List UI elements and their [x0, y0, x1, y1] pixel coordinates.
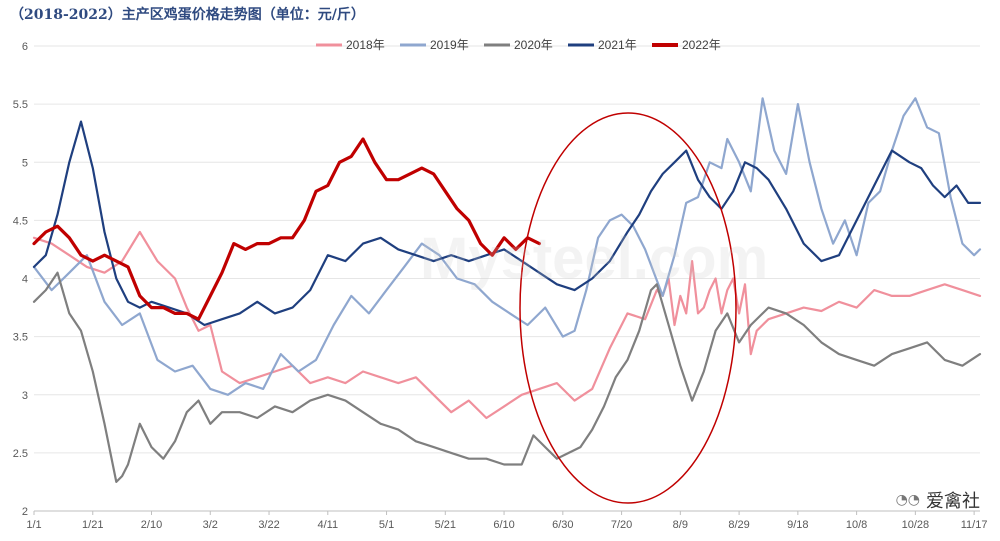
- axes: [33, 510, 980, 515]
- legend-label: 2020年: [514, 38, 553, 52]
- brand-name: 爱禽社: [926, 491, 980, 512]
- series-line-5: [32, 137, 541, 321]
- x-tick-label: 1/21: [82, 519, 103, 531]
- legend-label: 2018年: [346, 38, 385, 52]
- y-gridlines: [34, 45, 980, 454]
- brand-logo: ◔◔ 爱禽社: [896, 487, 980, 513]
- x-tick-labels: 1/1 1/21 2/10 3/2 3/22 4/11 5/1 5/21 6/10 6/30 7/2…: [26, 519, 987, 531]
- x-tick-label: 6/30: [552, 519, 573, 531]
- legend-label: 2022年: [682, 38, 721, 52]
- x-tick-label: 5/21: [435, 519, 456, 531]
- series-line-4: [32, 120, 982, 327]
- x-tick-label: 8/9: [673, 519, 688, 531]
- y-tick-label: 3: [22, 390, 28, 402]
- y-tick-label: 3.5: [13, 332, 28, 344]
- series-line-2: [32, 97, 982, 396]
- legend: 2018年 2019年 2020年 2021年 2022年: [316, 38, 721, 52]
- x-tick-label: 3/22: [258, 519, 279, 531]
- series-lines: [32, 97, 982, 483]
- x-tick-label: 10/28: [902, 519, 930, 531]
- x-tick-label: 4/11: [317, 519, 338, 531]
- legend-label: 2019年: [430, 38, 469, 52]
- y-tick-label: 4.5: [13, 215, 28, 227]
- chart-title: （2018-2022）主产区鸡蛋价格走势图（单位：元/斤）: [10, 7, 365, 23]
- x-tick-label: 5/1: [379, 519, 394, 531]
- x-tick-label: 6/10: [493, 519, 514, 531]
- x-tick-label: 8/29: [728, 519, 749, 531]
- y-tick-label: 5.5: [13, 99, 28, 111]
- x-tick-label: 10/8: [846, 519, 867, 531]
- y-tick-label: 6: [22, 41, 28, 53]
- x-tick-label: 1/1: [26, 519, 41, 531]
- y-tick-label: 2: [22, 506, 28, 518]
- x-tick-label: 7/20: [611, 519, 632, 531]
- y-tick-labels: 2 2.5 3 3.5 4 4.5 5 5.5 6: [13, 41, 28, 518]
- x-tick-label: 3/2: [203, 519, 218, 531]
- y-tick-label: 4: [22, 274, 28, 286]
- x-tick-label: 9/18: [787, 519, 808, 531]
- y-tick-label: 5: [22, 157, 28, 169]
- legend-label: 2021年: [598, 38, 637, 52]
- series-line-1: [32, 230, 982, 420]
- highlight-ellipse: [519, 112, 737, 504]
- x-tick-label: 2/10: [141, 519, 162, 531]
- y-tick-label: 2.5: [13, 448, 28, 460]
- watermark: Mysteel.com: [420, 226, 769, 291]
- wechat-icon: ◔◔: [895, 492, 920, 508]
- x-tick-label: 11/17: [961, 519, 988, 531]
- series-line-3: [32, 271, 982, 483]
